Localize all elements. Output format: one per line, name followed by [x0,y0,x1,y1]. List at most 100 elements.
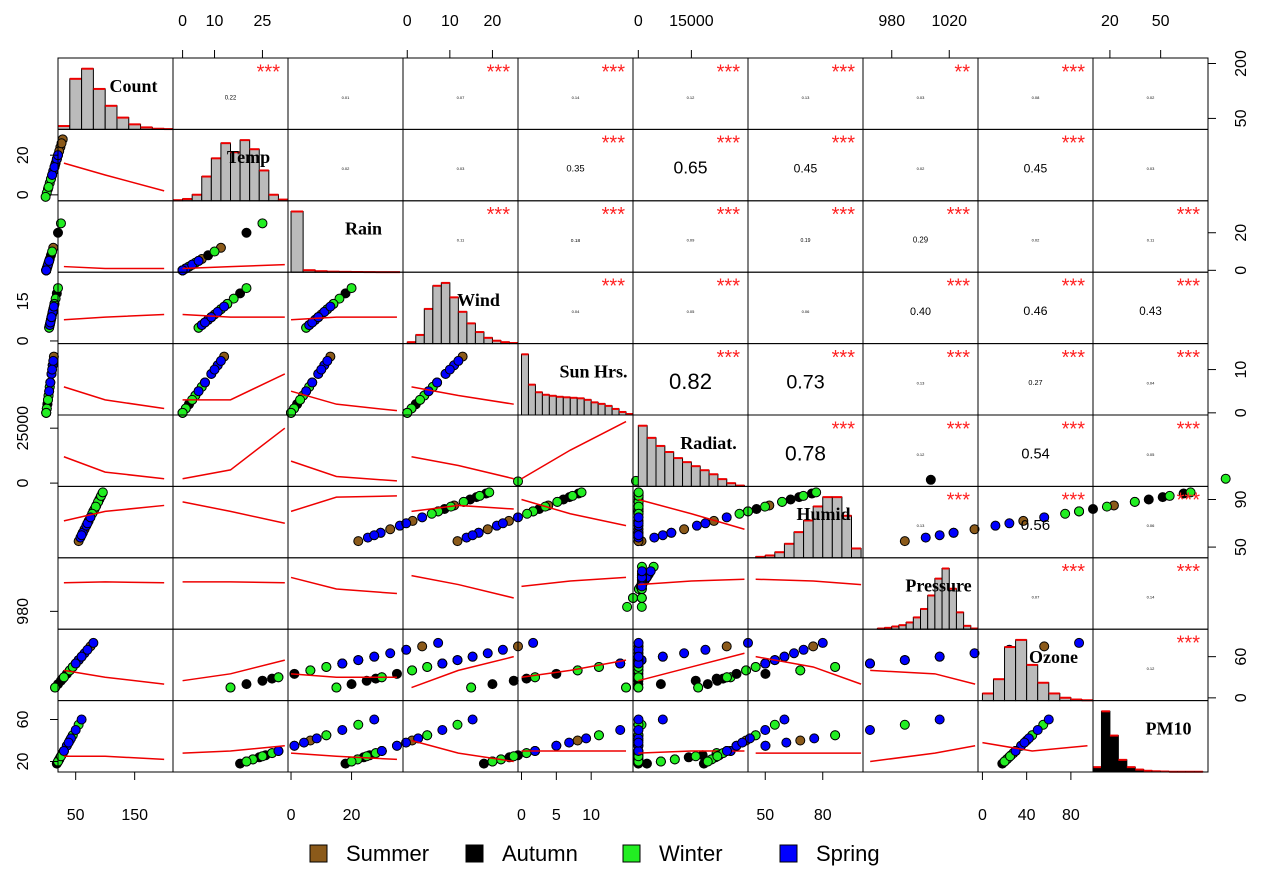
point [721,746,732,756]
point [426,508,437,519]
point [337,658,348,669]
point [795,665,806,676]
point [777,496,788,507]
point [690,751,701,762]
point [769,719,780,730]
point [721,641,732,652]
point [795,735,806,746]
x-tick-label: 50 [756,807,774,824]
point [781,737,792,748]
point [633,682,644,693]
variable-name: Pressure [905,576,971,596]
smooth-line [411,574,514,599]
panel-border [287,57,404,130]
x-tick-label: 0 [517,807,526,824]
panel-border [632,628,749,702]
point [508,751,519,762]
correlation: 0.12 [687,95,696,100]
y-tick-label: 15 [15,292,32,310]
hist-bar [555,396,564,416]
variable-name: Temp [227,147,270,167]
point [552,496,563,507]
smooth-line [411,504,514,513]
smooth-line [290,673,397,679]
correlation: 0.11 [457,238,465,243]
correlation: 0.13 [917,523,926,528]
significance: *** [1062,275,1086,297]
panel-border [862,700,979,773]
point [331,682,342,693]
point [817,637,828,648]
x-tick-label: 80 [1062,807,1080,824]
panel-border [172,485,289,559]
panel-border [517,557,634,630]
point [385,524,396,535]
y-tick-label: 20 [15,146,32,164]
x-tick-label: 1020 [931,13,967,30]
panel-border [1092,57,1209,130]
point [593,730,604,741]
point [199,317,210,328]
correlation: 0.03 [457,166,466,171]
panel-border [517,414,634,487]
point [1004,518,1015,529]
point [1032,725,1043,735]
point [633,637,644,648]
panel-border [172,271,289,345]
hist-bar [562,396,571,416]
significance: *** [1062,347,1086,369]
panel-border [287,414,404,487]
panel-border [287,128,404,202]
point [679,524,690,535]
smooth-line [411,456,514,480]
hist-bar [1048,692,1061,702]
smooth-line [411,655,514,689]
point [522,508,533,519]
significance: *** [947,275,971,297]
point [56,138,67,149]
significance: *** [602,204,626,226]
point [417,512,428,523]
point [422,730,433,741]
point [641,758,652,769]
hist-bar [81,68,94,130]
point [70,725,81,735]
point [679,648,690,659]
point [346,679,357,690]
point [734,508,745,519]
hist-bar [690,465,701,487]
point [702,756,713,767]
smooth-line [182,659,285,682]
variable-name: Rain [345,219,382,239]
point [1101,501,1112,512]
correlation: 0.54 [1021,447,1049,463]
significance: *** [1177,561,1201,583]
point [353,719,364,730]
panel-border [57,414,174,487]
hist-bar [673,457,684,487]
significance: *** [1062,561,1086,583]
correlation: 0.65 [673,158,707,178]
point [273,746,284,756]
smooth-line [63,386,165,410]
point [76,530,87,541]
point [645,566,656,577]
y-tick-label: 60 [1233,648,1250,666]
point [633,725,644,735]
point [289,740,300,751]
point [63,737,74,748]
y-tick-label: 60 [15,711,32,729]
point [521,748,532,759]
point [407,665,418,676]
correlation: 0.03 [1147,166,1156,171]
correlation: 0.46 [1023,304,1047,318]
point [322,355,333,366]
point [478,758,489,769]
point [700,644,711,655]
correlation: 0.27 [1028,378,1042,387]
significance: *** [947,490,971,512]
hist-bar [1015,639,1028,702]
point [760,725,771,735]
significance: *** [1177,490,1201,512]
